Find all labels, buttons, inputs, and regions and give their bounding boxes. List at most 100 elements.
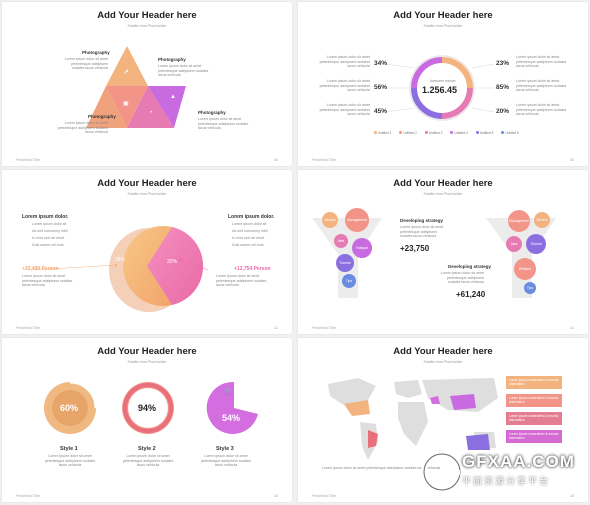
slide-header: Add Your Header here: [393, 178, 493, 189]
slide-subtitle: Subtitle here Placeholder: [127, 360, 167, 364]
bubble: Idea: [506, 236, 522, 252]
slide-6[interactable]: Add Your Header here Subtitle here Place…: [298, 338, 588, 502]
right-title: Lorem ipsum dolor.: [228, 214, 275, 220]
slide-subtitle: Subtitle here Placeholder: [127, 192, 167, 196]
page-number: 16: [274, 494, 278, 498]
value-2: 94%: [138, 403, 157, 413]
triangle-left: [86, 86, 127, 128]
style-1-label: Style 1: [60, 446, 78, 452]
slide-subtitle: Subtitle here Placeholder: [423, 192, 463, 196]
legend: Untitled 1 Untitled 2 Untitled 3 Untitle…: [374, 131, 519, 135]
slide-subtitle: Subtitle here Placeholder: [423, 24, 463, 28]
triangle-top: [106, 46, 148, 86]
text-4: Lorem ipsum dolor sit amet pelentesque a…: [198, 117, 249, 131]
triangle-middle: [106, 86, 148, 128]
map-description: Lorem ipsum dolor sit amet pelentesque a…: [322, 466, 441, 470]
pie-icon: ◔: [149, 110, 153, 116]
label-1: Photography: [82, 50, 110, 55]
value-3: 54%: [222, 413, 241, 423]
left-pct-3: 45%: [374, 108, 388, 115]
watermark: GFXAA.COM 平面资源分享平台: [418, 448, 588, 503]
slide-header: Add Your Header here: [97, 178, 197, 189]
list-item: In eros sint vel rinort: [232, 236, 265, 240]
label-3: Photography: [88, 114, 116, 119]
left-value: +32,490 Person: [22, 266, 59, 272]
gift-icon: ▣: [123, 101, 129, 107]
style-1-text: Lorem ipsum dolor sit amet pelentesque a…: [44, 454, 96, 468]
left-pct-1: 34%: [374, 60, 388, 67]
slide-header: Add Your Header here: [97, 346, 197, 357]
text-2: Lorem ipsum dolor sit amet pelentesque a…: [158, 64, 209, 78]
slide-header: Add Your Header here: [393, 10, 493, 21]
right-text-2: Lorem ipsum dolor sit amet pelentesque a…: [516, 79, 567, 93]
region-brazil: [368, 430, 378, 448]
list-item: Lorem ipsum dolor sit: [232, 222, 267, 226]
watermark-logo-icon: [421, 451, 463, 493]
pie-slice-left: [123, 226, 172, 306]
center-label: Awesome number: [430, 79, 456, 83]
style-3-text: Lorem ipsum dolor sit amet pelentesque a…: [200, 454, 252, 468]
right-pct-3: 20%: [496, 108, 510, 115]
page-number: 08: [570, 158, 574, 162]
footer: Presentasi Title: [16, 494, 40, 498]
footer: Presentasi Title: [312, 326, 336, 330]
bubble: Tips: [524, 282, 536, 294]
slide-5[interactable]: Add Your Header here Subtitle here Place…: [2, 338, 292, 502]
legend-item: Untitled 3: [424, 131, 442, 135]
right-text-1: Lorem ipsum dolor sit amet pelentesque a…: [516, 55, 567, 69]
bubble: Idea: [334, 234, 348, 248]
region-australia: [466, 434, 490, 450]
strategy-text-2: Lorem ipsum dolor sit amet pelentesque a…: [440, 271, 484, 285]
slide-subtitle: Subtitle here Placeholder: [127, 24, 167, 28]
style-2-text: Lorem ipsum dolor sit amet pelentesque a…: [122, 454, 174, 468]
page-number: 06: [274, 158, 278, 162]
page-number: 18: [570, 494, 574, 498]
left-pct-2: 56%: [374, 84, 388, 91]
triangle-far-right: [148, 86, 186, 128]
slide-4[interactable]: Add Your Header here Subtitle here Place…: [298, 170, 588, 334]
bell-icon: ▲: [170, 94, 176, 100]
pie-slice-right: [147, 227, 204, 305]
right-pct-2: 85%: [496, 84, 510, 91]
region-usa: [344, 400, 370, 416]
list-item: Duis autem vel eum: [32, 243, 64, 247]
value-1: 60%: [60, 403, 79, 413]
legend-item: Untitled 5: [475, 131, 493, 135]
slide-2[interactable]: Add Your Header here Subtitle here Place…: [298, 2, 588, 166]
strategy-title-2: Developing strategy: [448, 264, 492, 269]
progress-circles: [44, 380, 258, 434]
slide-subtitle: Subtitle here Placeholder: [423, 360, 463, 364]
right-text-3: Lorem ipsum dolor sit amet pelentesque a…: [516, 103, 567, 117]
info-box-2: Lorem ipsum consectetur & mundo dominati…: [506, 394, 562, 407]
page-number: 12: [274, 326, 278, 330]
label-4: Photography: [198, 110, 226, 115]
style-2-label: Style 2: [138, 446, 156, 452]
region-china: [450, 394, 476, 410]
funnels: [312, 218, 556, 298]
bubble: Service: [534, 212, 550, 228]
slide-3[interactable]: Add Your Header here Subtitle here Place…: [2, 170, 292, 334]
slide-1[interactable]: Add Your Header here Subtitle here Place…: [2, 2, 292, 166]
bubble: Hotspot: [352, 238, 372, 258]
left-text-3: Lorem ipsum dolor sit amet pelentesque a…: [319, 103, 370, 117]
footer: Presentasi Title: [16, 326, 40, 330]
text-3: Lorem ipsum dolor sit amet pelentesque a…: [57, 121, 108, 135]
strategy-text-1: Lorem ipsum dolor sit amet pelentesque a…: [400, 225, 444, 239]
footer: Presentasi Title: [312, 494, 336, 498]
legend-item: Untitled 2: [399, 131, 417, 135]
text-1: Lorem ipsum dolor sit amet pelentesque a…: [64, 57, 108, 71]
center-value: 1.256.45: [422, 85, 458, 95]
bubble: Tips: [342, 274, 356, 288]
left-desc: Lorem ipsum dolor sit amet pelentesque a…: [22, 274, 73, 288]
pie-right-value: 32%: [167, 259, 178, 265]
left-text-1: Lorem ipsum dolor sit amet pelentesque a…: [319, 55, 370, 69]
region-middle-east: [430, 396, 440, 404]
bubble: Service: [322, 212, 338, 228]
bubble: Wetland: [514, 258, 536, 280]
watermark-subtitle: 平面资源分享平台: [462, 476, 551, 486]
triangle-right: [127, 86, 174, 128]
watermark-logo-text: GFXAA.COM: [462, 452, 575, 471]
list-item: Lorem ipsum dolor sit: [32, 222, 67, 226]
bubble: Management: [345, 208, 369, 232]
legend-item: Untitled 4: [450, 131, 468, 135]
